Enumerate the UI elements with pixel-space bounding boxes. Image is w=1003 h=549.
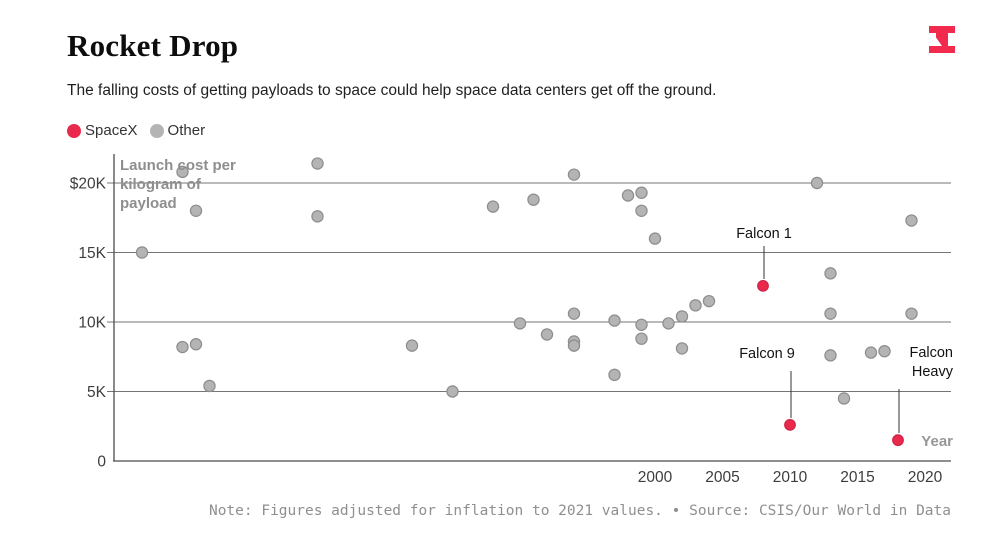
data-point-spacex: [757, 279, 769, 292]
data-point-other: [675, 310, 689, 323]
data-point-other: [486, 200, 500, 213]
data-point-other: [878, 344, 891, 358]
data-point-other: [513, 317, 527, 330]
chart-legend: SpaceX Other: [67, 122, 217, 139]
y-tick-label: $20K: [70, 176, 107, 193]
data-point-other: [648, 232, 662, 245]
data-point-other: [810, 176, 824, 190]
data-point-other: [567, 339, 581, 352]
x-tick-label: 2015: [840, 469, 874, 486]
data-point-other: [635, 332, 648, 345]
y-tick-label: 10K: [78, 315, 106, 332]
gridlines: [107, 182, 951, 392]
x-axis-title: Year: [921, 433, 953, 450]
data-point-other: [905, 214, 918, 227]
data-point-other: [824, 267, 837, 280]
data-point-other: [189, 338, 203, 351]
data-point-other: [189, 204, 203, 217]
legend-dot-other: [149, 123, 164, 138]
data-point-other: [567, 307, 581, 320]
y-tick-label: 15K: [78, 245, 106, 262]
annotation-falcon-heavy: Falcon Heavy: [909, 345, 953, 380]
page-title: Rocket Drop: [67, 28, 239, 63]
data-point-other: [689, 299, 702, 312]
data-point-spacex: [892, 434, 904, 447]
x-tick-label: 2005: [705, 469, 739, 486]
legend-label-other: Other: [167, 122, 206, 139]
chart-subtitle: The falling costs of getting payloads to…: [67, 82, 717, 99]
data-point-other: [837, 392, 851, 405]
data-point-other: [311, 157, 324, 170]
data-point-other: [905, 307, 918, 320]
data-point-other: [675, 342, 689, 355]
annotation-falcon9: Falcon 9: [739, 346, 795, 362]
data-point-other: [527, 193, 540, 206]
x-tick-label: 2010: [773, 469, 808, 486]
data-point-other: [203, 379, 216, 393]
annotation-falcon1: Falcon 1: [736, 226, 792, 242]
data-point-spacex: [784, 418, 796, 431]
data-points: [135, 157, 918, 447]
data-point-other: [446, 385, 459, 398]
data-point-other: [135, 246, 149, 259]
data-point-other: [608, 314, 621, 327]
x-tick-label: 2000: [638, 469, 673, 486]
data-point-other: [567, 168, 581, 181]
data-point-other: [176, 165, 189, 179]
y-tick-label: 0: [97, 454, 106, 471]
data-point-other: [635, 318, 648, 331]
y-axis-title: Launch cost per kilogram of payload: [120, 157, 236, 212]
data-point-other: [311, 210, 324, 223]
axis-tick-labels: $20K 15K 10K 5K 0 2000 2005 2010 2015 2020: [70, 176, 943, 487]
y-tick-label: 5K: [87, 384, 107, 401]
data-point-other: [621, 189, 635, 202]
data-point-other: [635, 186, 648, 199]
data-point-other: [824, 307, 837, 320]
x-tick-label: 2020: [908, 469, 943, 486]
data-point-other: [702, 294, 716, 308]
data-point-other: [608, 368, 621, 382]
data-point-other: [824, 349, 837, 362]
legend-dot-spacex: [67, 123, 81, 138]
data-point-other: [635, 204, 648, 217]
the-information-logo-icon: [929, 26, 955, 53]
data-point-other: [864, 346, 878, 359]
legend-label-spacex: SpaceX: [85, 122, 138, 139]
data-point-other: [405, 339, 419, 352]
data-point-other: [662, 317, 675, 330]
data-point-other: [176, 340, 189, 354]
data-point-other: [540, 328, 554, 341]
source-note: Note: Figures adjusted for inflation to …: [208, 503, 951, 519]
